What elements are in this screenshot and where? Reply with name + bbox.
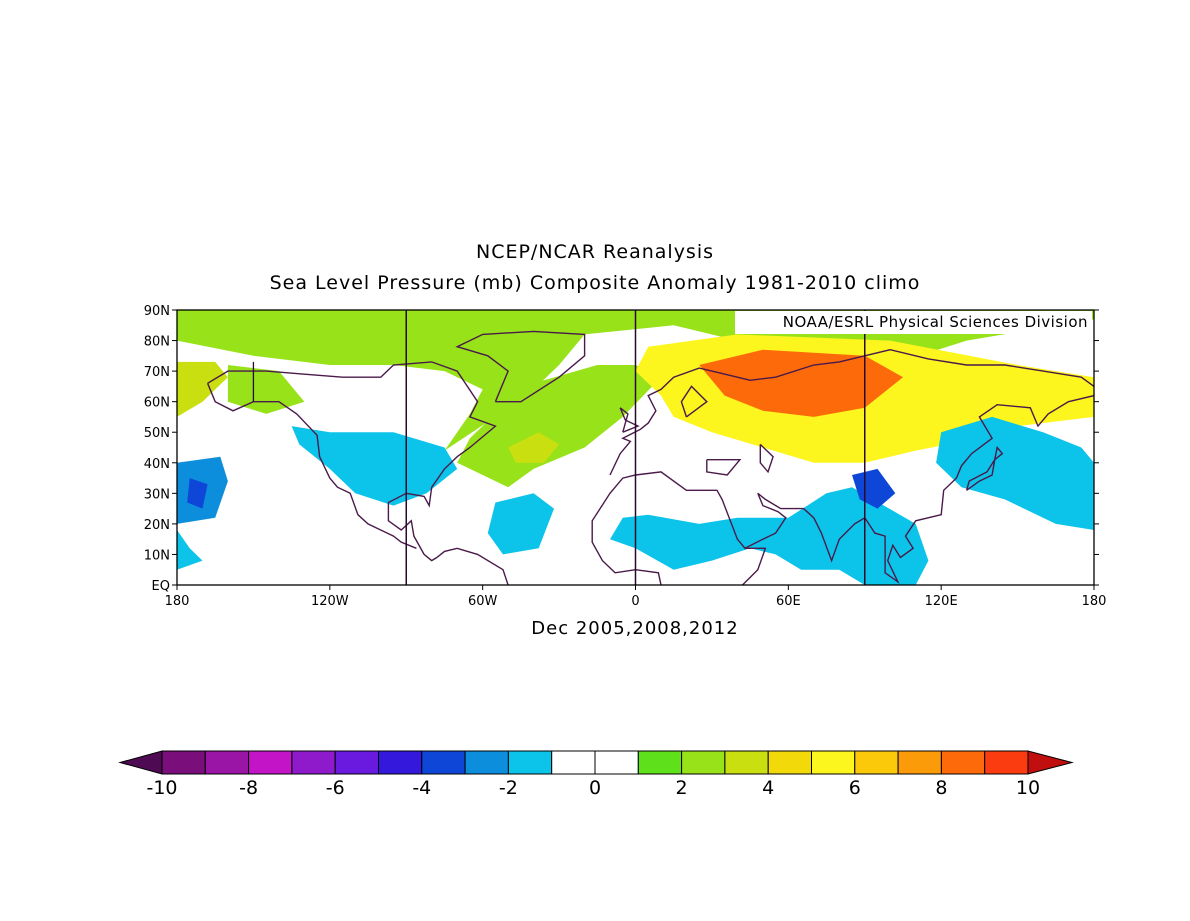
colorbar-swatch [161,750,206,775]
coastline-segment [680,385,708,418]
colorbar-label: -2 [499,777,518,799]
colorbar-label: 0 [589,777,601,799]
anomaly-region-east-asia-negative [936,416,1094,530]
lat-tick-label: 40N [144,457,170,472]
lat-tick-label: 10N [144,548,170,563]
colorbar-label: -8 [239,777,258,799]
colorbar-swatch [594,750,639,775]
latitude-axis: 90N 80N 70N 60N 50N 40N 30N 20N 10N EQ [144,304,1099,594]
colorbar-swatch [681,750,726,775]
coastline-segment [994,445,1004,461]
colorbar-swatch [940,750,986,775]
colorbar-under-arrow [118,750,163,775]
lat-tick-label: 70N [144,365,170,380]
lon-tick-label: 120W [311,594,349,609]
coastline-segment [609,348,1094,476]
lat-tick-label: 80N [144,335,170,350]
colorbar-swatch [767,750,813,775]
longitude-axis: 180 120W 60W 0 60E 120E 180 [165,585,1107,609]
colorbar-label: 8 [935,777,947,799]
lat-tick-label: 20N [144,518,170,533]
lon-tick-label: 60W [468,594,498,609]
anomaly-region-subtropical-atlantic-negative [487,493,554,555]
time-period-label: Dec 2005,2008,2012 [531,618,739,639]
lat-tick-label: 50N [144,426,170,441]
colorbar: -10 -8 -6 -4 -2 0 2 4 6 8 10 [118,750,1074,799]
anomaly-region-atlantic-core-positive [508,432,560,463]
lon-tick-label: 0 [631,594,639,609]
colorbar-swatch [464,750,509,775]
colorbar-label: 2 [676,777,688,799]
anomaly-region-north-atlantic-positive [457,365,661,488]
colorbar-swatch [984,750,1029,775]
credit-text: NOAA/ESRL Physical Sciences Division [783,313,1088,331]
coastline-segment [206,383,417,549]
colorbar-label: -10 [146,777,177,799]
colorbar-swatch [334,750,380,775]
coastline-segment [706,459,742,476]
colorbar-swatch [291,750,336,775]
colorbar-swatch [551,750,596,775]
lon-tick-label: 60E [776,594,801,609]
anomaly-region-east-pacific-negative [177,530,203,570]
credit-box [735,311,1092,334]
colorbar-swatch [204,750,250,775]
colorbar-label: 6 [849,777,861,799]
lat-tick-label: 90N [144,304,170,319]
coastline-segment [207,361,509,585]
lat-tick-label: EQ [152,579,170,594]
chart-subtitle: Sea Level Pressure (mb) Composite Anomal… [269,272,921,294]
anomaly-region-north-america-negative [291,426,458,506]
colorbar-swatch [378,750,423,775]
anomaly-region-alaska-positive [227,365,305,414]
lon-tick-label: 180 [165,594,190,609]
coastline-segment [759,443,774,474]
colorbar-label: -6 [326,777,345,799]
colorbar-label: -4 [412,777,431,799]
anomaly-region-siberia-core-positive [699,349,903,417]
chart-title: NCEP/NCAR Reanalysis [475,241,715,263]
colorbar-swatch [724,750,769,775]
colorbar-swatch [854,750,899,775]
colorbar-label: 10 [1016,777,1040,799]
coastline-segment [965,459,996,491]
lat-tick-label: 60N [144,396,170,411]
map-plot-area [177,310,1094,585]
colorbar-swatch [897,750,942,775]
lon-tick-label: 120E [925,594,958,609]
colorbar-over-arrow [1027,750,1074,775]
coastline-segment [455,330,586,403]
anomaly-region-west-pacific-positive [177,361,228,417]
anomaly-region-tibet-core-negative [852,468,896,509]
colorbar-swatch [248,750,293,775]
anomaly-region-central-pacific-core [187,478,208,509]
meridian-lines [252,310,866,585]
colorbar-swatch [811,750,856,775]
colorbar-swatch [421,750,466,775]
colorbar-swatch [507,750,553,775]
coastline-segment [742,547,767,585]
lat-tick-label: 30N [144,487,170,502]
colorbar-swatch [637,750,683,775]
colorbar-label: 4 [762,777,774,799]
lon-tick-label: 180 [1082,594,1107,609]
